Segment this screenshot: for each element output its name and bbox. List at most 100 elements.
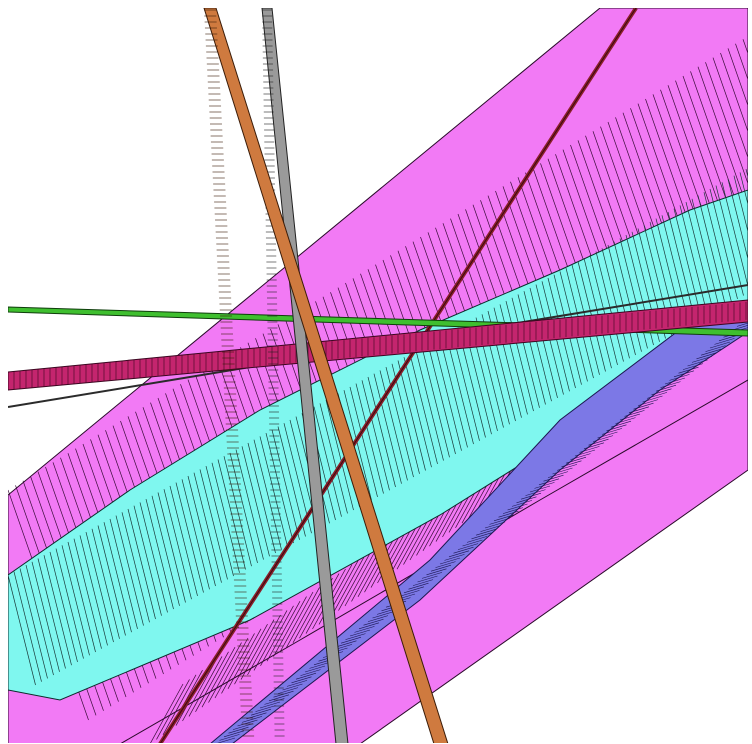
mesh-edge xyxy=(8,574,36,686)
mesh-edge xyxy=(678,366,699,374)
mesh-edge xyxy=(705,345,726,352)
mesh-edge xyxy=(610,420,632,428)
mesh-edge xyxy=(697,66,748,211)
mesh-edge xyxy=(349,386,378,497)
mesh-edge xyxy=(199,469,228,580)
mesh-edge xyxy=(343,390,372,501)
mesh-edge xyxy=(642,395,663,403)
mesh-edge xyxy=(150,683,184,743)
mesh-edge xyxy=(691,356,713,363)
mesh-edge xyxy=(237,719,258,727)
mesh-edge xyxy=(417,575,438,583)
mesh-edge xyxy=(399,590,420,597)
mesh-edge xyxy=(475,528,497,536)
mesh-edge xyxy=(462,539,483,547)
mesh-edge xyxy=(471,532,492,540)
mesh-edge xyxy=(664,377,686,385)
mesh-edge xyxy=(228,726,249,734)
mesh-edge xyxy=(31,561,60,672)
mesh-edge xyxy=(139,502,168,613)
mesh-edge xyxy=(232,723,254,730)
blue-band xyxy=(210,299,748,743)
mesh-edge xyxy=(363,618,384,626)
mesh-edge xyxy=(673,208,702,319)
mesh-edge xyxy=(253,439,282,550)
mesh-edge xyxy=(583,258,612,369)
mesh-edge xyxy=(613,241,642,352)
mesh-edge xyxy=(235,449,264,560)
mesh-edge xyxy=(259,701,281,709)
mesh-edge xyxy=(49,551,78,662)
mesh-edge xyxy=(714,338,735,345)
mesh-edge xyxy=(433,340,462,451)
mesh-edge xyxy=(505,301,534,412)
mesh-edge xyxy=(91,528,120,639)
mesh-edge xyxy=(241,446,270,557)
mesh-edge xyxy=(286,680,308,687)
mesh-edge xyxy=(520,492,542,500)
mesh-edge xyxy=(319,403,348,514)
mesh-edge xyxy=(583,442,605,450)
mesh-edge xyxy=(439,337,468,448)
mesh-edge xyxy=(145,499,174,610)
mesh-edge xyxy=(690,71,748,237)
mesh-edge xyxy=(712,57,748,159)
mesh-edge xyxy=(338,550,372,611)
mesh-edge xyxy=(597,431,618,439)
mesh-edge xyxy=(579,446,600,453)
mesh-edge xyxy=(250,708,272,716)
mesh-edge xyxy=(223,730,245,738)
mesh-edge xyxy=(637,399,659,406)
mesh-edge xyxy=(227,628,262,689)
mesh-edge xyxy=(73,538,102,649)
mesh-edge xyxy=(349,629,371,637)
mesh-edge xyxy=(561,460,582,468)
mesh-edge xyxy=(85,532,114,643)
mesh-edge xyxy=(651,388,672,396)
mesh-edge xyxy=(523,291,552,402)
mesh-edge xyxy=(259,436,288,547)
mesh-edge xyxy=(266,601,301,662)
mesh-edge xyxy=(181,479,210,590)
mesh-edge xyxy=(79,535,108,646)
mesh-edge xyxy=(435,561,456,568)
mesh-edge xyxy=(721,182,748,288)
mesh-edge xyxy=(260,605,294,666)
mesh-edge xyxy=(511,297,540,408)
mesh-edge xyxy=(480,525,501,532)
mesh-edge xyxy=(709,341,731,349)
mesh-edge xyxy=(565,456,587,464)
mesh-edge xyxy=(727,178,748,261)
mesh-edge xyxy=(373,373,402,484)
mesh-edge xyxy=(277,426,306,537)
mesh-edge xyxy=(163,489,192,600)
mesh-edge xyxy=(655,384,677,392)
mesh-edge xyxy=(574,449,596,457)
mesh-edge xyxy=(601,248,630,359)
mesh-edge xyxy=(240,619,275,680)
mesh-edge xyxy=(103,522,132,633)
mesh-edge xyxy=(529,485,551,493)
mesh-edge xyxy=(507,503,528,511)
mesh-edge xyxy=(403,357,432,468)
mesh-edge xyxy=(187,475,216,587)
mesh-edge xyxy=(415,350,444,461)
mesh-edge xyxy=(247,614,281,676)
mesh-edge xyxy=(633,402,654,410)
mesh-edge xyxy=(13,571,42,682)
mesh-edge xyxy=(736,322,748,327)
gray-rod xyxy=(261,8,349,743)
mesh-edge xyxy=(336,640,357,648)
mesh-edge xyxy=(282,683,303,691)
mesh-edge xyxy=(430,564,452,572)
mesh-edge xyxy=(25,565,54,676)
mesh-edge xyxy=(682,363,704,370)
mesh-edge xyxy=(489,518,510,525)
mesh-edge xyxy=(628,406,650,414)
mesh-edge xyxy=(552,467,573,475)
mesh-edge xyxy=(151,495,180,606)
mesh-edge xyxy=(157,492,186,603)
mesh-edge xyxy=(679,205,708,316)
